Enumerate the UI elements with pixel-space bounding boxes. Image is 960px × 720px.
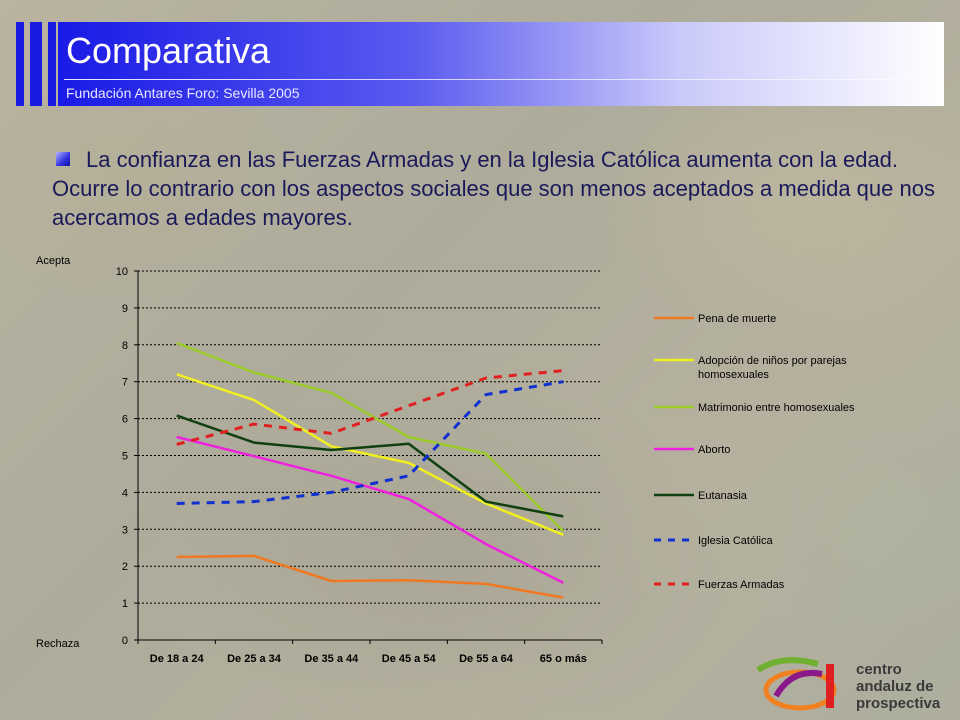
y-tick-label: 3 — [122, 524, 128, 536]
x-category-label: De 45 a 54 — [382, 653, 437, 665]
y-tick-label: 10 — [116, 266, 128, 278]
rechaza-label: Rechaza — [36, 638, 80, 650]
y-tick-label: 8 — [122, 340, 128, 352]
series-line — [176, 435, 564, 584]
logo-mark-icon — [756, 657, 837, 711]
legend-label: Pena de muerte — [698, 313, 776, 325]
page-title: Comparativa — [66, 30, 271, 71]
header-bar-3 — [48, 22, 56, 106]
y-tick-label: 5 — [122, 451, 128, 463]
y-tick-label: 9 — [122, 303, 128, 315]
series-line — [176, 414, 564, 518]
series-line — [176, 380, 564, 505]
logo-text-line-2: andaluz de — [856, 678, 934, 695]
legend-label: Eutanasia — [698, 490, 748, 502]
title-rule — [64, 79, 930, 80]
acepta-label: Acepta — [36, 255, 71, 267]
series-line — [176, 554, 564, 599]
legend-label: Iglesia Católica — [698, 535, 773, 547]
header-bar-1 — [16, 22, 24, 106]
series-line — [176, 369, 564, 446]
y-tick-label: 7 — [122, 377, 128, 389]
logo-text-line-3: prospectiva — [856, 695, 941, 712]
legend-label: Adopción de niños por parejas — [698, 355, 847, 367]
legend-label: Matrimonio entre homosexuales — [698, 402, 855, 414]
logo-text-line-1: centro — [856, 661, 902, 678]
x-category-label: De 18 a 24 — [150, 653, 205, 665]
summary-paragraph: La confianza en las Fuerzas Armadas y en… — [52, 147, 935, 230]
series-line — [176, 373, 564, 536]
header-band — [58, 22, 944, 106]
y-tick-label: 2 — [122, 561, 128, 573]
legend-label: Fuerzas Armadas — [698, 579, 785, 591]
y-tick-label: 4 — [122, 487, 128, 499]
page-subtitle: Fundación Antares Foro: Sevilla 2005 — [66, 85, 300, 101]
header-bar-2 — [30, 22, 42, 106]
bullet-icon — [56, 152, 70, 166]
legend-label: Aborto — [698, 444, 730, 456]
x-category-label: 65 o más — [540, 653, 587, 665]
y-tick-label: 6 — [122, 414, 128, 426]
x-category-label: De 55 a 64 — [459, 653, 514, 665]
x-category-label: De 35 a 44 — [304, 653, 359, 665]
y-tick-label: 1 — [122, 598, 128, 610]
centro-andaluz-logo: centro andaluz de prospectiva — [752, 656, 952, 714]
x-category-label: De 25 a 34 — [227, 653, 282, 665]
series-line — [176, 341, 565, 532]
y-tick-label: 0 — [122, 635, 128, 647]
legend-label: homosexuales — [698, 369, 769, 381]
